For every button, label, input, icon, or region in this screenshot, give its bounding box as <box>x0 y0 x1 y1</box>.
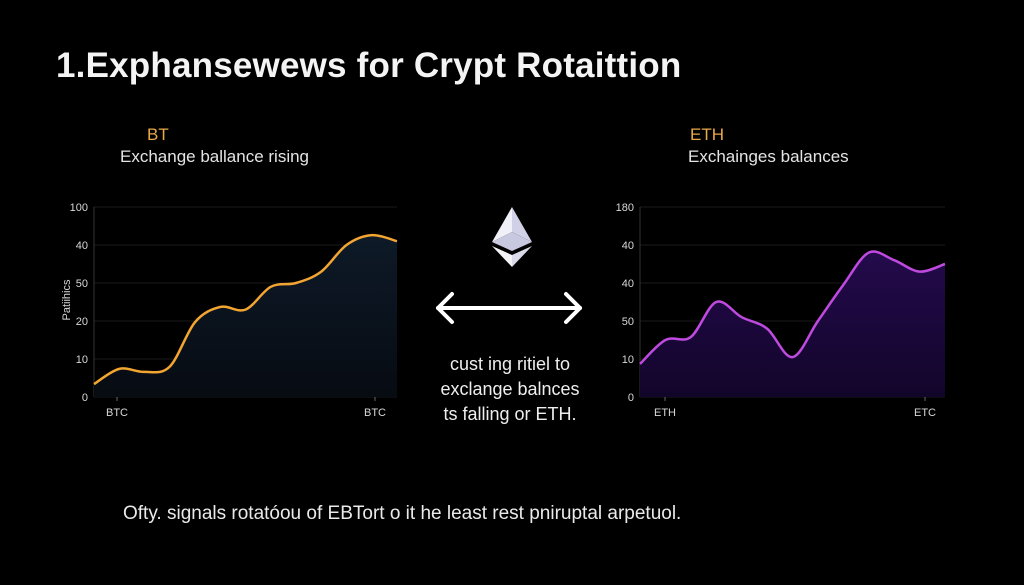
y-tick-label: 50 <box>622 316 634 328</box>
center-caption-line: exclange balnces <box>440 379 580 399</box>
y-axis-label: Patiihics <box>61 279 73 320</box>
y-tick-label: 0 <box>628 392 634 404</box>
y-tick-label: 100 <box>70 202 88 214</box>
y-tick-label: 10 <box>76 354 88 366</box>
x-tick-label: BTC <box>106 407 128 419</box>
center-caption-line: cust ing ritiel to <box>449 354 571 374</box>
center-caption: cust ing ritiel to exclange balnces ts f… <box>415 352 605 427</box>
x-tick-label: BTC <box>364 407 386 419</box>
eth-balance-chart: 0 10 50 40 40 180 ETH ETC <box>616 202 946 419</box>
y-tick-label: 180 <box>616 202 634 214</box>
btc-chart-title: BT <box>147 125 169 144</box>
y-tick-label: 10 <box>622 354 634 366</box>
ethereum-logo-icon <box>492 207 532 267</box>
y-tick-label: 40 <box>622 240 634 252</box>
series-area <box>94 235 397 397</box>
y-tick-label: 20 <box>76 316 88 328</box>
btc-balance-chart: 0 10 20 50 40 100 BTC BTC Patiihics <box>61 202 398 419</box>
page-title: 1.Exphansewews for Crypt Rotaittion <box>56 46 682 85</box>
x-tick-label: ETH <box>654 407 676 419</box>
eth-chart-subtitle: Exchainges balances <box>688 147 849 166</box>
series-area <box>640 251 945 397</box>
double-arrow-icon <box>436 292 582 324</box>
y-tick-label: 0 <box>82 392 88 404</box>
x-tick-label: ETC <box>914 407 936 419</box>
footer-note: Ofty. signals rotatóou of EBTort o it he… <box>123 503 682 524</box>
eth-chart-title: ETH <box>690 125 724 144</box>
center-caption-line: ts falling or ETH. <box>443 404 577 424</box>
btc-chart-subtitle: Exchange ballance rising <box>120 147 310 166</box>
y-tick-label: 40 <box>76 240 88 252</box>
y-tick-label: 50 <box>76 278 88 290</box>
y-tick-label: 40 <box>622 278 634 290</box>
